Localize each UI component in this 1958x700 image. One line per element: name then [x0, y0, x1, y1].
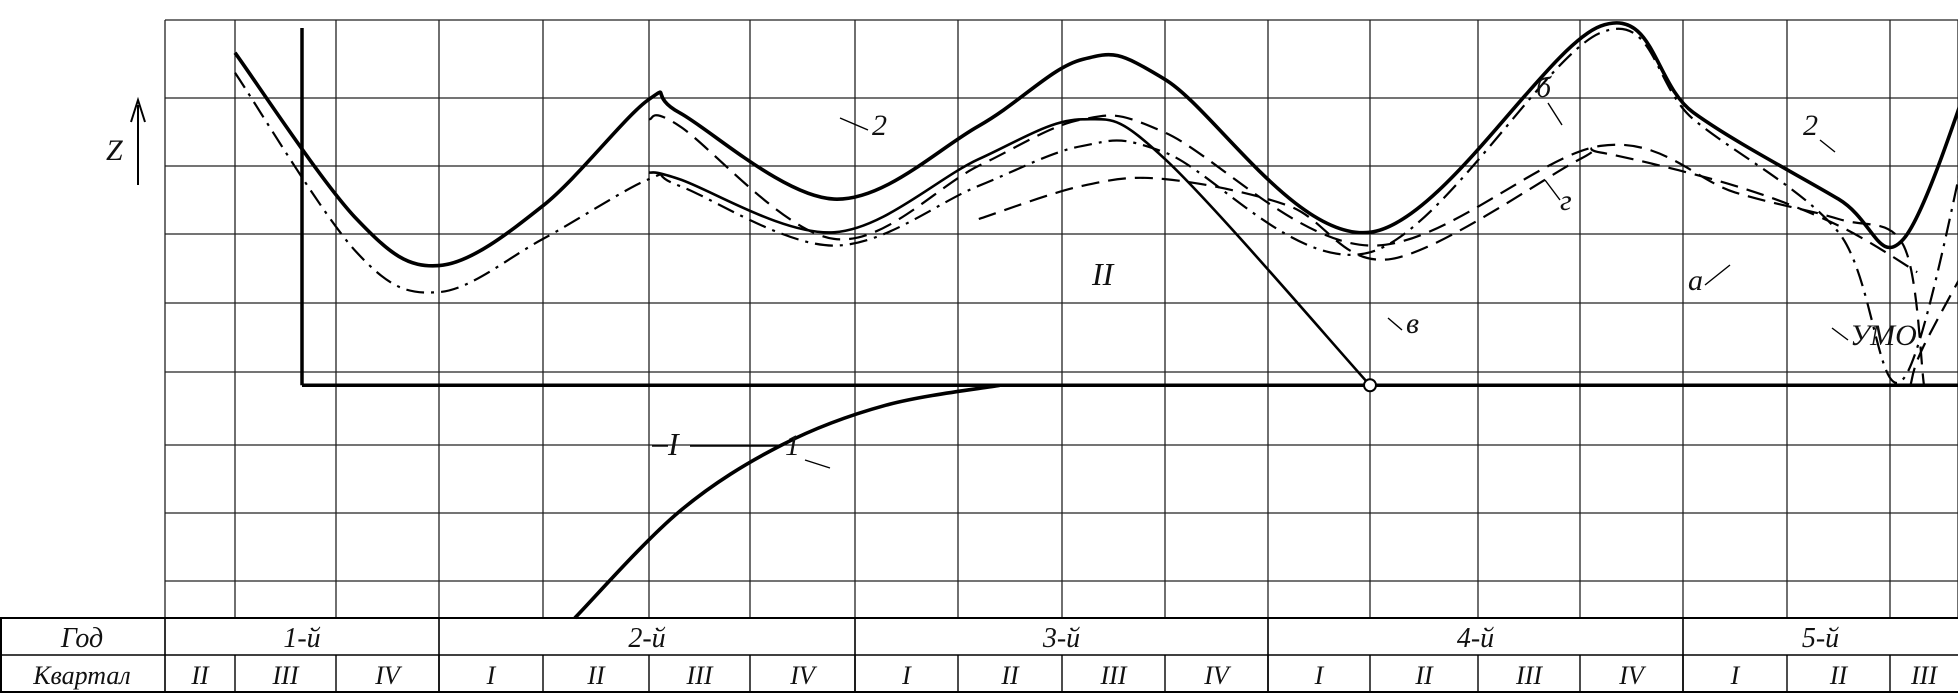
region-label-I: I — [667, 426, 680, 462]
series-line-3 — [648, 114, 1926, 386]
quarter-label: III — [1515, 661, 1543, 690]
curve-label-umo: УМО — [1850, 319, 1917, 352]
series-line-5 — [978, 146, 1918, 274]
quarter-label: III — [272, 661, 300, 690]
curve-label-2-upper-leader — [839, 117, 869, 131]
curve-label-v-leader — [1387, 317, 1403, 331]
z-axis-label: Z — [106, 134, 123, 167]
year-label: 1-й — [283, 623, 320, 654]
quarter-label: II — [1414, 661, 1434, 690]
curve-label-g: г — [1560, 184, 1572, 217]
curve-label-2-upper: 2 — [872, 109, 887, 142]
curve-label-umo-leader — [1831, 327, 1849, 341]
curve-label-a-leader — [1704, 264, 1731, 286]
year-label: 3-й — [1042, 623, 1080, 654]
curve-label-b: б — [1536, 71, 1552, 104]
curve-label-v: в — [1406, 307, 1419, 340]
series-line-1 — [233, 21, 1958, 268]
quarter-label: III — [1910, 661, 1938, 690]
quarter-label: I — [901, 661, 912, 690]
curve-label-a: а — [1688, 264, 1703, 297]
year-label: 4-й — [1457, 623, 1494, 654]
quarter-label: I — [1314, 661, 1325, 690]
year-label: 5-й — [1802, 623, 1839, 654]
z-axis-arrow-head — [130, 96, 146, 123]
curve-label-1: 1 — [785, 429, 800, 462]
series-line-6 — [1909, 279, 1958, 386]
chart-axes: Z — [106, 28, 1958, 387]
quarter-label: II — [190, 661, 210, 690]
quarter-label: IV — [1203, 661, 1232, 690]
quarter-label: II — [586, 661, 606, 690]
quarter-label: III — [686, 661, 714, 690]
curve-label-b-leader — [1547, 102, 1563, 126]
quarter-label: IV — [789, 661, 818, 690]
quarter-label: III — [1100, 661, 1128, 690]
quarter-label: II — [1000, 661, 1020, 690]
curve-label-g-leader — [1544, 179, 1561, 201]
row-label-quarter: Квартал — [32, 661, 130, 690]
curve-label-2-right: 2 — [1803, 109, 1818, 142]
chart-series-layer — [233, 21, 1958, 620]
series-line-2 — [234, 27, 1958, 384]
year-label: 2-й — [628, 623, 665, 654]
region-label-II: II — [1091, 256, 1115, 292]
quarter-label: I — [1730, 661, 1741, 690]
series-line-4 — [648, 117, 1371, 387]
quarter-label: IV — [1618, 661, 1647, 690]
curve-label-2-right-leader — [1819, 139, 1836, 153]
quarter-label: I — [486, 661, 497, 690]
quarter-label: IV — [374, 661, 403, 690]
curve-label-1-leader — [804, 459, 831, 469]
curve-end-marker — [1363, 378, 1377, 393]
series-line-7 — [573, 383, 1000, 620]
quarter-label: II — [1829, 661, 1849, 690]
row-label-year: Год — [60, 623, 103, 654]
